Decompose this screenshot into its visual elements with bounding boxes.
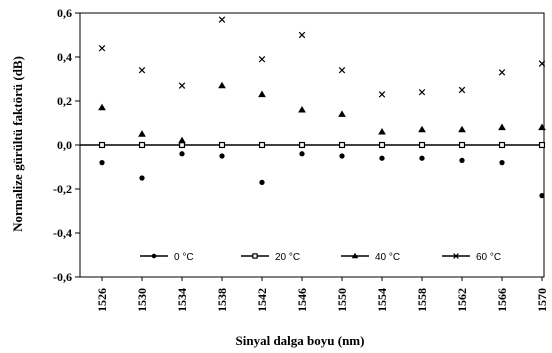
legend-label: 60 °C (476, 252, 501, 263)
data-point (338, 66, 346, 74)
legend: 0 °C 20 °C 40 °C 60 °C (140, 252, 501, 263)
data-point (218, 81, 226, 89)
legend-marker (351, 252, 359, 259)
data-point (218, 141, 226, 149)
series-triangle (98, 81, 546, 144)
data-point (458, 141, 466, 149)
data-point (138, 66, 146, 74)
data-point (419, 155, 425, 161)
data-point (298, 141, 306, 149)
data-point (379, 155, 385, 161)
data-point (98, 103, 106, 111)
data-point (299, 151, 305, 157)
data-point (418, 88, 426, 96)
x-tick-label: 1570 (535, 288, 549, 312)
series-x (98, 16, 546, 98)
data-point (538, 123, 546, 131)
y-tick-label: 0,4 (57, 50, 72, 64)
data-point (378, 91, 386, 98)
legend-marker (252, 253, 258, 259)
x-tick-label: 1558 (415, 288, 429, 312)
data-point (258, 141, 266, 149)
data-point (138, 141, 146, 149)
x-tick-label: 1562 (455, 288, 469, 312)
data-point (99, 159, 105, 166)
x-tick-label: 1530 (135, 288, 149, 312)
y-tick-label: 0,6 (57, 6, 72, 20)
data-point (338, 141, 346, 149)
data-point (98, 141, 106, 149)
y-tick-label: -0,6 (53, 270, 72, 284)
legend-item: 40 °C (341, 252, 400, 263)
legend-marker (453, 253, 459, 259)
x-tick-label: 1554 (375, 288, 389, 312)
data-point (418, 125, 426, 133)
y-tick-label: -0,4 (53, 226, 72, 240)
x-tick-label: 1526 (95, 288, 109, 312)
data-point (498, 123, 506, 131)
data-point (418, 141, 426, 149)
data-point (298, 105, 306, 113)
y-tick-label: 0,0 (57, 138, 72, 152)
data-point (499, 159, 505, 166)
x-tick-label: 1566 (495, 288, 509, 312)
x-tick-label: 1534 (175, 288, 189, 312)
data-point (538, 141, 546, 149)
data-point (139, 175, 145, 181)
legend-label: 40 °C (375, 252, 400, 263)
data-point (298, 31, 306, 39)
data-point (339, 153, 345, 159)
data-point (378, 141, 386, 149)
x-tick-label: 1550 (335, 288, 349, 312)
legend-item: 20 °C (241, 252, 300, 263)
data-point (498, 141, 506, 149)
data-point (98, 44, 106, 52)
x-axis-ticks: 1526 1530 1534 1538 1542 1546 1550 1554 1558 1562… (95, 277, 549, 312)
data-markers (98, 16, 546, 199)
data-point (258, 55, 266, 63)
data-point (138, 130, 146, 137)
legend-item: 60 °C (442, 252, 501, 263)
series-square (98, 141, 546, 149)
legend-item: 0 °C (140, 252, 194, 263)
x-tick-label: 1542 (255, 288, 269, 312)
data-point (219, 153, 225, 159)
y-axis-ticks: 0,6 0,4 0,2 0,0 -0,2 -0,4 -0,6 (53, 6, 80, 284)
data-point (338, 110, 346, 117)
data-point (258, 90, 266, 98)
data-point (459, 157, 465, 164)
data-point (458, 125, 466, 133)
x-tick-label: 1538 (215, 288, 229, 312)
data-point (178, 136, 186, 144)
data-point (179, 151, 185, 157)
data-point (539, 192, 545, 199)
data-point (538, 60, 546, 67)
legend-marker (151, 253, 157, 259)
x-tick-label: 1546 (295, 288, 309, 312)
x-axis-title: Sinyal dalga boyu (nm) (236, 333, 365, 348)
y-tick-label: -0,2 (53, 182, 72, 196)
data-point (218, 16, 226, 23)
data-point (498, 69, 506, 76)
y-axis-title: Normalize gürültü faktörü (dB) (10, 56, 25, 232)
data-point (178, 82, 186, 89)
legend-label: 20 °C (275, 252, 300, 263)
data-point (259, 179, 265, 186)
y-tick-label: 0,2 (57, 94, 72, 108)
legend-label: 0 °C (174, 252, 194, 263)
series-circle (99, 151, 545, 199)
data-point (378, 127, 386, 135)
data-point (458, 86, 466, 94)
